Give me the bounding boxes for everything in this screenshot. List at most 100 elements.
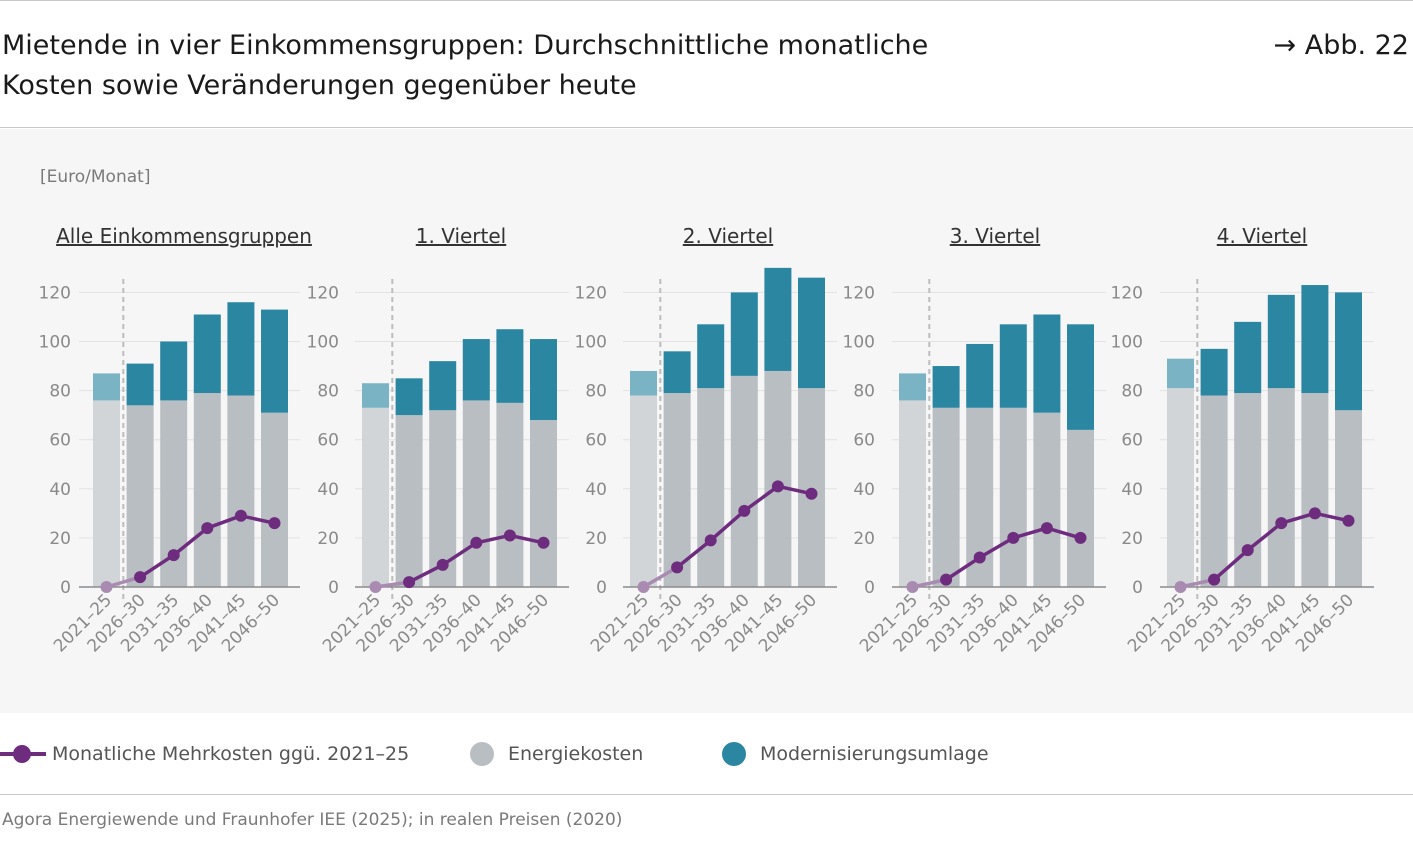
y-tick-label: 20 (1121, 529, 1143, 549)
bar-modernisierung (193, 314, 221, 394)
y-tick-label: 120 (39, 283, 71, 303)
bar-energy (1200, 395, 1228, 587)
y-tick-label: 40 (49, 480, 71, 500)
y-tick-label: 60 (49, 431, 71, 451)
bar-energy (798, 388, 825, 587)
y-tick-label: 100 (575, 333, 607, 353)
source-note: Agora Energiewende und Fraunhofer IEE (2… (2, 810, 623, 830)
line-point (1241, 544, 1254, 557)
bar-energy (496, 402, 524, 587)
bar-modernisierung (966, 343, 994, 408)
chart-title: 1. Viertel (416, 224, 506, 248)
chart-3: 2. Viertel0204060801001202021–252026–302… (575, 224, 837, 656)
chart-title: 2. Viertel (683, 224, 773, 248)
y-tick-label: 40 (317, 480, 339, 500)
line-point (134, 571, 147, 584)
legend-line-marker (0, 736, 46, 772)
unit-label: [Euro/Monat] (40, 167, 151, 187)
line-point (1308, 507, 1321, 520)
line-point (1040, 522, 1053, 535)
line-point (100, 581, 113, 593)
chart-1: Alle Einkommensgruppen020406080100120202… (39, 224, 312, 656)
y-tick-label: 80 (1121, 382, 1143, 402)
line-point (1342, 514, 1355, 527)
y-tick-label: 100 (843, 333, 875, 353)
y-tick-label: 0 (328, 578, 339, 598)
title-rule (0, 127, 1413, 128)
chart-title: 4. Viertel (1217, 224, 1307, 248)
line-point (973, 551, 986, 564)
bar-energy (730, 375, 758, 587)
legend-modern-label: Modernisierungsumlage (760, 743, 989, 765)
bar-modernisierung (1167, 358, 1194, 389)
bar-energy (663, 393, 691, 587)
line-point (436, 558, 449, 571)
bar-energy (93, 400, 120, 587)
bar-modernisierung (429, 361, 457, 411)
bar-energy (1167, 388, 1194, 587)
line-point (1007, 531, 1020, 544)
y-tick-label: 100 (1111, 333, 1143, 353)
line-point (470, 536, 483, 549)
bar-modernisierung (1033, 314, 1061, 413)
legend-line-label: Monatliche Mehrkosten ggü. 2021–25 (52, 743, 410, 765)
chart-5: 4. Viertel0204060801001202021–252026–302… (1111, 224, 1374, 656)
y-tick-label: 60 (317, 431, 339, 451)
y-tick-label: 80 (853, 382, 875, 402)
y-tick-label: 100 (307, 333, 339, 353)
bar-modernisierung (1200, 348, 1228, 396)
y-tick-label: 0 (864, 578, 875, 598)
bar-energy (261, 412, 288, 587)
y-tick-label: 40 (585, 480, 607, 500)
bar-modernisierung (93, 373, 120, 401)
charts-svg: Alle Einkommensgruppen 0 20 40 60 80 100 120 20 2… (39, 224, 1374, 656)
bar-energy (530, 420, 557, 587)
y-tick-label: 60 (853, 431, 875, 451)
legend-item-energy: Energiekosten (470, 736, 643, 772)
chart-4: 3. Viertel0204060801001202021–252026–302… (843, 224, 1106, 656)
y-tick-label: 0 (1132, 578, 1143, 598)
line-point (167, 549, 180, 562)
line-point (771, 480, 784, 493)
y-tick-label: 40 (1121, 480, 1143, 500)
y-tick-label: 120 (575, 283, 607, 303)
bar-modernisierung (227, 302, 255, 396)
title-line-1: Mietende in vier Einkommensgruppen: Durc… (2, 30, 929, 61)
line-point (403, 576, 416, 589)
line-point (369, 581, 382, 593)
bar-modernisierung (1234, 321, 1262, 394)
line-point (503, 529, 516, 542)
bar-energy (932, 407, 960, 587)
line-point (1275, 517, 1288, 530)
y-tick-label: 0 (60, 578, 71, 598)
bar-modernisierung (160, 341, 188, 401)
bar-modernisierung (899, 373, 926, 401)
bar-modernisierung (1301, 285, 1329, 394)
bar-energy (227, 395, 255, 587)
y-tick-label: 60 (585, 431, 607, 451)
bar-modernisierung (630, 370, 657, 396)
figure-reference-link[interactable]: → Abb. 22 (1273, 30, 1409, 61)
bar-energy (1267, 388, 1295, 587)
line-segment-base (642, 565, 678, 589)
line-point (906, 581, 919, 593)
title-line-2: Kosten sowie Veränderungen gegenüber heu… (2, 70, 637, 101)
bar-energy (899, 400, 926, 587)
y-tick-label: 20 (853, 529, 875, 549)
legend-energy-label: Energiekosten (508, 743, 644, 765)
bar-modernisierung (1067, 324, 1094, 430)
bar-modernisierung (1267, 294, 1295, 389)
y-tick-label: 80 (585, 382, 607, 402)
bar-energy (362, 407, 389, 587)
bar-modernisierung (999, 324, 1027, 408)
y-tick-label: 40 (853, 480, 875, 500)
line-point (201, 522, 214, 535)
y-tick-label: 20 (49, 529, 71, 549)
bar-modernisierung (362, 383, 389, 408)
bar-energy (1335, 410, 1362, 587)
line-point (637, 581, 650, 593)
bar-energy (462, 400, 490, 587)
top-rule (0, 0, 1413, 1)
legend: Monatliche Mehrkosten ggü. 2021–25 Energ… (0, 736, 1413, 772)
legend-item-modern: Modernisierungsumlage (722, 736, 989, 772)
